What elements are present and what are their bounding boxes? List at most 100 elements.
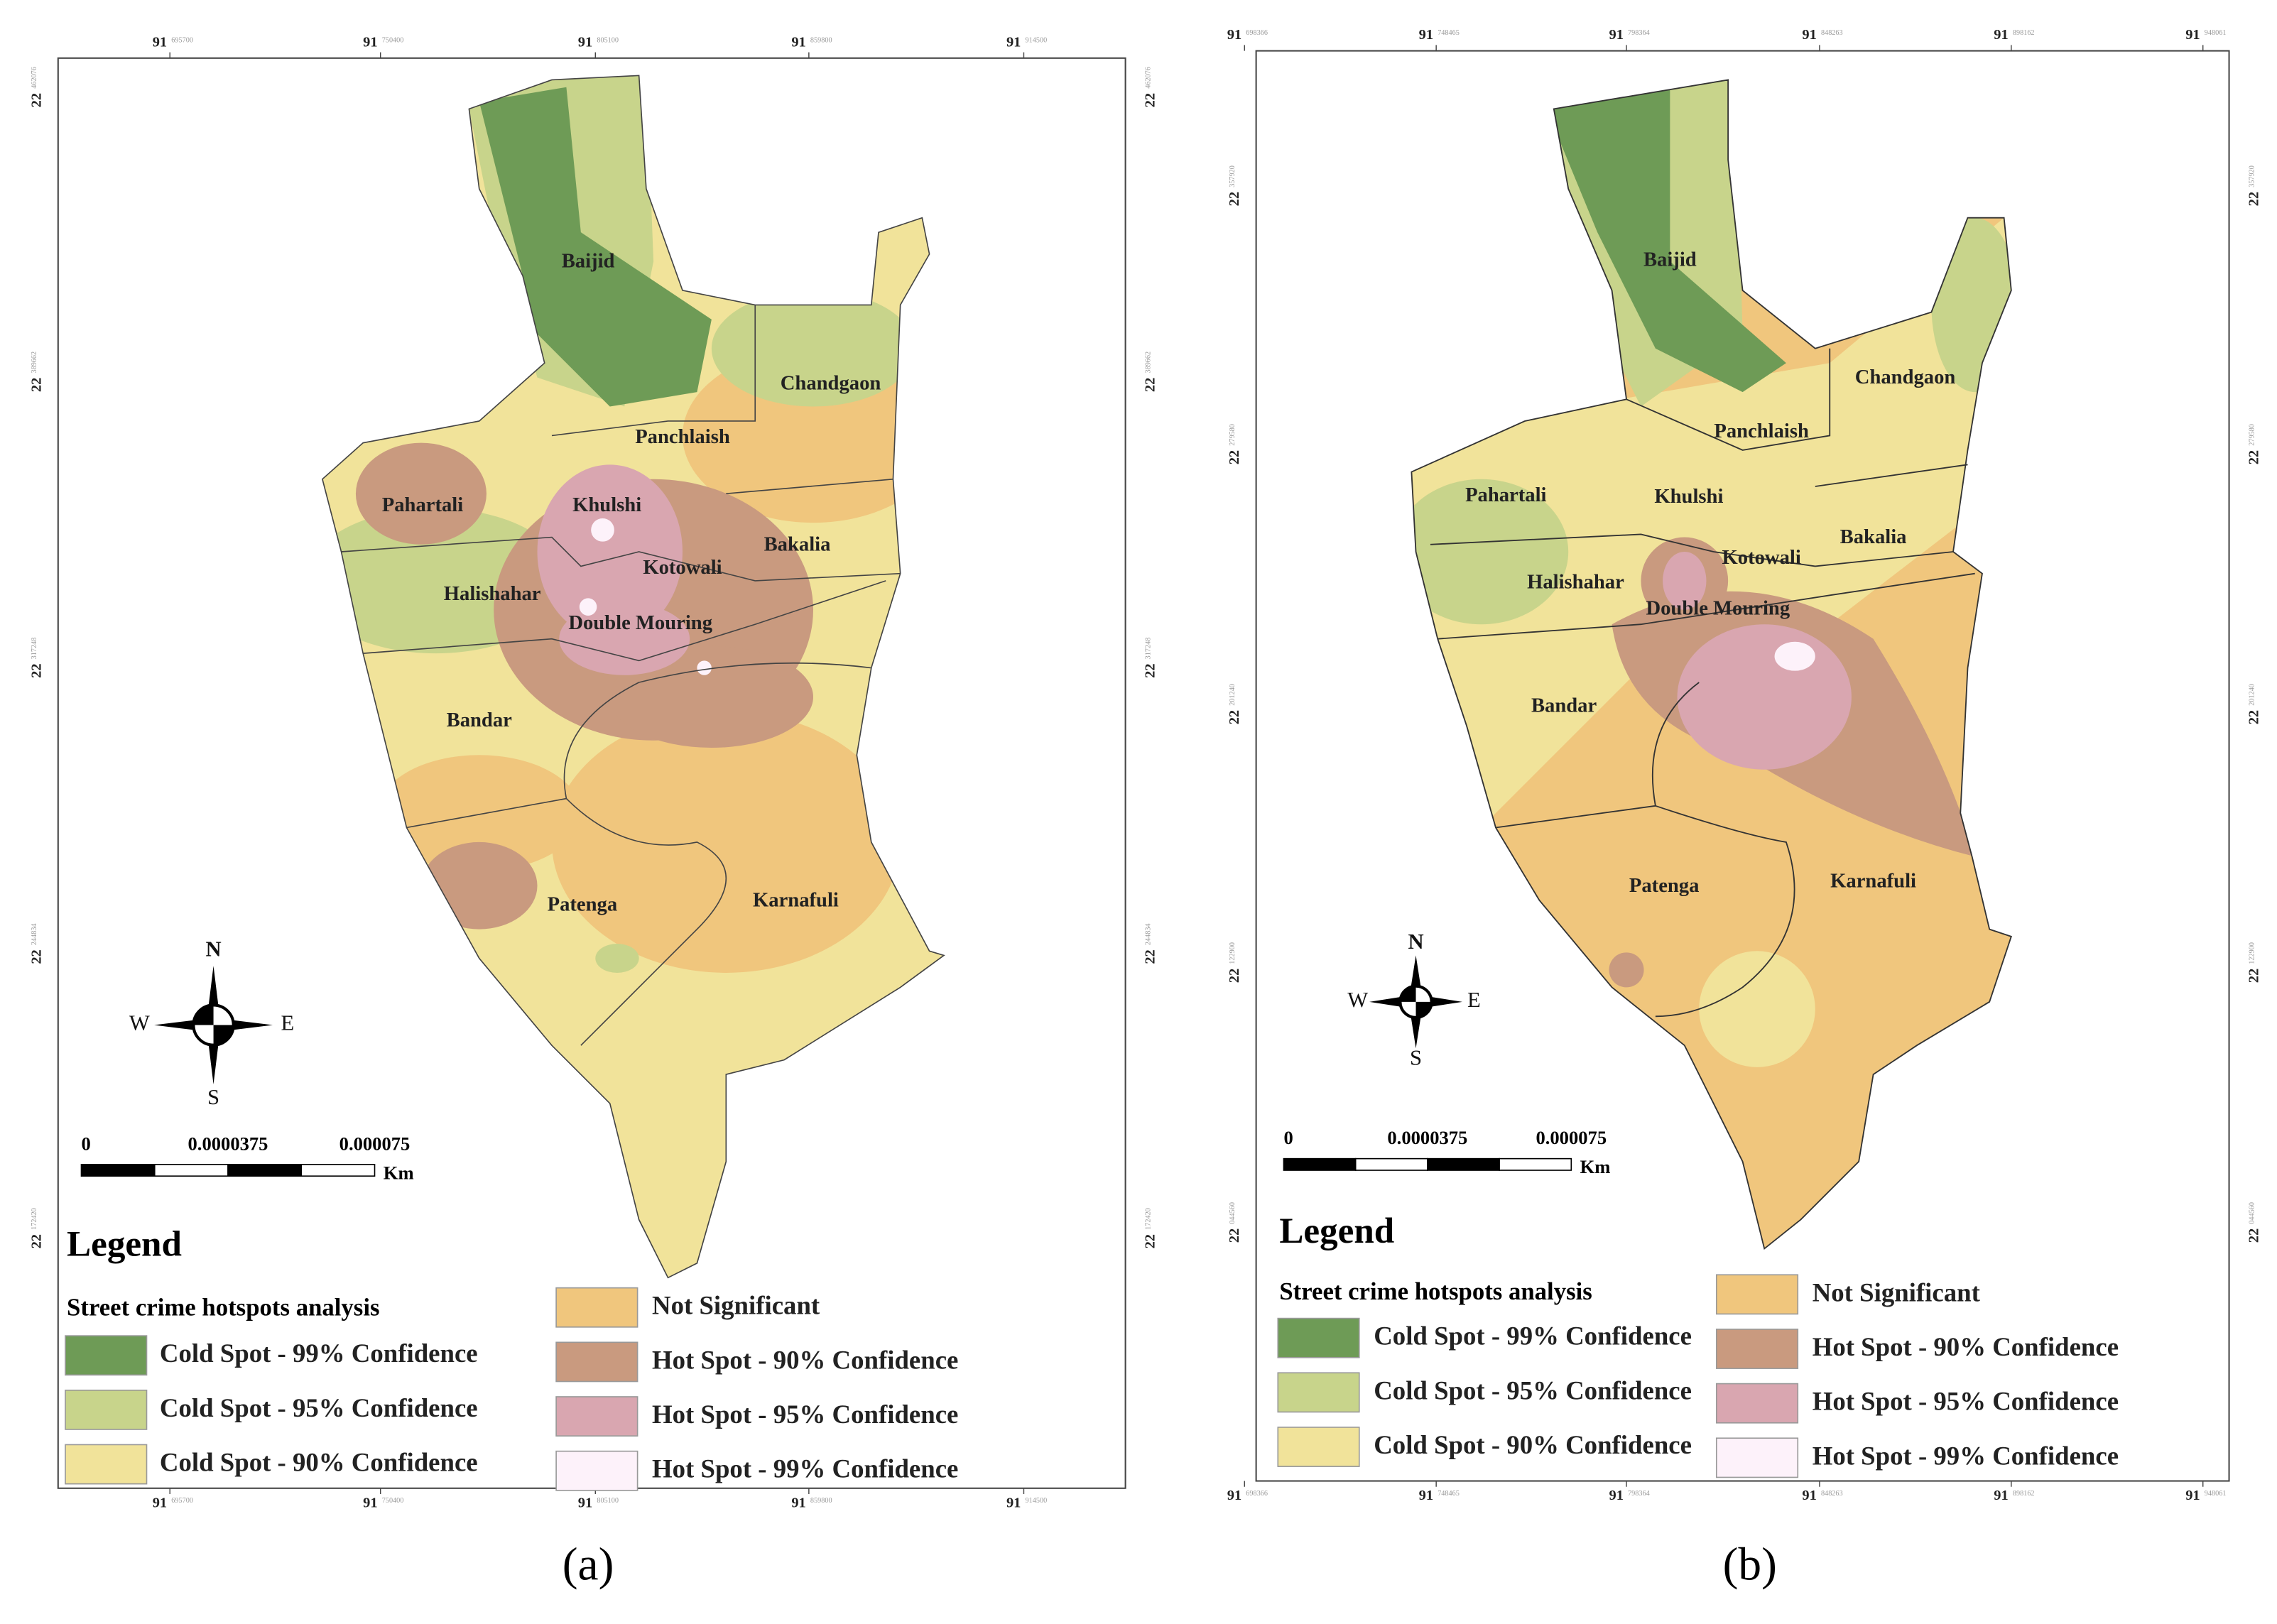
- latitude-label-group: 22 244834: [28, 923, 44, 964]
- latitude-label: 22: [28, 949, 44, 964]
- legend-label: Hot Spot - 90% Confidence: [652, 1345, 958, 1374]
- scale-segment: [80, 1164, 156, 1177]
- compass-w: W: [129, 1011, 150, 1035]
- longitude-label: 91: [1227, 27, 1241, 43]
- compass-w: W: [1347, 988, 1368, 1012]
- longitude-label: 91: [578, 34, 592, 50]
- scale-segment: [1499, 1157, 1572, 1171]
- latitude-sub-label: 357920: [2248, 165, 2256, 187]
- district-label: Patenga: [548, 893, 618, 915]
- longitude-label: 91: [1227, 1488, 1241, 1503]
- longitude-sub-label: 750400: [382, 36, 404, 44]
- legend-title: Legend: [67, 1224, 182, 1265]
- scale-segment: [1354, 1157, 1428, 1171]
- legend-label: Cold Spot - 99% Confidence: [160, 1339, 478, 1368]
- longitude-sub-label: 695700: [171, 36, 193, 44]
- longitude-sub-label: 848263: [1821, 1490, 1843, 1498]
- longitude-label: 91: [1006, 1495, 1021, 1510]
- longitude-label: 91: [1609, 27, 1623, 43]
- latitude-sub-label: 244834: [1144, 923, 1152, 945]
- district-label: Baijid: [562, 250, 615, 273]
- scale-label: 0.000075: [1536, 1127, 1607, 1148]
- latitude-label: 22: [1142, 378, 1158, 392]
- district-label: Khulshi: [572, 494, 641, 516]
- scale-segment: [153, 1164, 229, 1177]
- latitude-label: 22: [2246, 450, 2261, 464]
- scale-segment: [227, 1164, 303, 1177]
- longitude-label: 91: [578, 1495, 592, 1510]
- latitude-label-group: 22 044560: [1227, 1202, 1242, 1243]
- district-label: Panchlaish: [635, 425, 730, 448]
- latitude-label: 22: [1227, 969, 1242, 983]
- district-label: Double Mouring: [568, 611, 712, 634]
- legend-swatch: [1277, 1317, 1360, 1358]
- longitude-label: 91: [153, 1495, 167, 1510]
- latitude-label: 22: [1227, 192, 1242, 206]
- longitude-label: 91: [1419, 1488, 1433, 1503]
- latitude-label-group: 22 122900: [1227, 942, 1242, 983]
- longitude-sub-label: 805100: [597, 36, 619, 44]
- latitude-label-group: 22 389662: [28, 351, 44, 392]
- latitude-label-group: 22 172420: [28, 1208, 44, 1248]
- compass-e: E: [1467, 988, 1481, 1012]
- longitude-label: 91: [1419, 27, 1433, 43]
- scale-label: 0.000075: [339, 1133, 411, 1154]
- district-label: Chandgaon: [1855, 366, 1956, 388]
- district-label: Halishahar: [1527, 571, 1624, 594]
- longitude-label: 91: [1802, 27, 1816, 43]
- legend-label: Hot Spot - 90% Confidence: [1813, 1332, 2119, 1361]
- latitude-label: 22: [28, 378, 44, 392]
- latitude-sub-label: 122900: [1229, 942, 1237, 964]
- legend-swatch: [1715, 1274, 1799, 1315]
- longitude-label: 91: [1006, 34, 1021, 50]
- latitude-label-group: 22 201240: [2246, 684, 2261, 724]
- caption: (b): [1723, 1539, 1777, 1591]
- compass-n: N: [205, 937, 221, 961]
- longitude-label: 91: [791, 1495, 805, 1510]
- legend-swatch: [1277, 1427, 1360, 1467]
- longitude-sub-label: 898162: [2013, 1490, 2035, 1498]
- legend-label: Hot Spot - 95% Confidence: [1813, 1387, 2119, 1416]
- longitude-sub-label: 805100: [597, 1497, 619, 1505]
- district-label: Khulshi: [1654, 485, 1723, 508]
- latitude-label-group: 22 317248: [28, 638, 44, 678]
- longitude-label: 91: [2185, 27, 2200, 43]
- latitude-label: 22: [2246, 1228, 2261, 1243]
- latitude-label: 22: [1142, 1234, 1158, 1248]
- longitude-label: 91: [1802, 1488, 1816, 1503]
- latitude-sub-label: 317248: [31, 638, 38, 660]
- district-label: Panchlaish: [1714, 420, 1809, 442]
- legend-label: Hot Spot - 99% Confidence: [1813, 1441, 2119, 1470]
- compass-quarter: [193, 1005, 234, 1045]
- district-label: Bandar: [1531, 694, 1597, 716]
- latitude-sub-label: 279580: [1229, 424, 1237, 446]
- scale-unit: Km: [1580, 1156, 1611, 1177]
- legend-title: Legend: [1279, 1211, 1394, 1251]
- legend-label: Cold Spot - 90% Confidence: [160, 1448, 478, 1477]
- latitude-label: 22: [1227, 710, 1242, 724]
- legend-label: Cold Spot - 99% Confidence: [1374, 1321, 1692, 1351]
- caption: (a): [563, 1539, 614, 1591]
- longitude-sub-label: 798364: [1628, 1490, 1650, 1498]
- district-label: Bakalia: [1840, 525, 1907, 548]
- scale-segment: [1427, 1157, 1500, 1171]
- scale-label: 0.0000375: [1387, 1127, 1467, 1148]
- latitude-label-group: 22 317248: [1142, 638, 1158, 678]
- latitude-label: 22: [2246, 969, 2261, 983]
- legend-label: Not Significant: [652, 1291, 820, 1320]
- longitude-sub-label: 848263: [1821, 29, 1843, 37]
- latitude-sub-label: 279580: [2248, 424, 2256, 446]
- longitude-sub-label: 914500: [1026, 36, 1048, 44]
- longitude-sub-label: 914500: [1026, 1497, 1048, 1505]
- latitude-sub-label: 389662: [31, 351, 38, 374]
- latitude-label-group: 22 044560: [2246, 1202, 2261, 1243]
- longitude-sub-label: 748465: [1438, 1490, 1460, 1498]
- district-label: Bakalia: [764, 533, 831, 555]
- latitude-sub-label: 122900: [2248, 942, 2256, 964]
- scale-segment: [300, 1164, 376, 1177]
- compass-n: N: [1408, 930, 1423, 954]
- legend-label: Cold Spot - 90% Confidence: [1374, 1430, 1692, 1459]
- latitude-label: 22: [2246, 710, 2261, 724]
- district-label: Chandgaon: [781, 371, 881, 394]
- district-label: Baijid: [1643, 249, 1697, 271]
